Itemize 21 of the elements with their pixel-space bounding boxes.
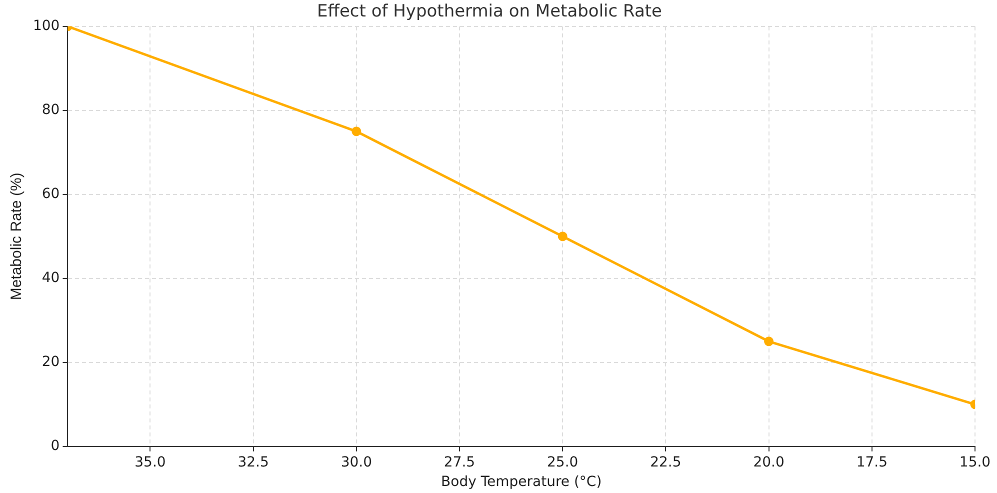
x-tick-label: 25.0 — [547, 454, 578, 470]
y-axis-title: Metabolic Rate (%) — [8, 172, 26, 300]
y-tick-label: 100 — [32, 18, 60, 34]
x-tick-label: 35.0 — [134, 454, 166, 470]
x-axis-title: Body Temperature (°C) — [441, 474, 602, 490]
x-tick-label: 15.0 — [959, 454, 991, 470]
x-tick-label: 20.0 — [753, 454, 784, 470]
y-tick-label: 40 — [42, 270, 60, 286]
x-tick-label: 17.5 — [856, 454, 888, 470]
y-tick-label: 60 — [42, 186, 60, 202]
chart-title: Effect of Hypothermia on Metabolic Rate — [316, 2, 662, 22]
point — [352, 126, 362, 136]
point — [764, 336, 774, 346]
x-tick-label: 30.0 — [340, 454, 372, 470]
y-tick-label: 20 — [42, 354, 60, 370]
x-tick-label: 27.5 — [444, 454, 476, 470]
point — [558, 232, 568, 242]
x-tick-label: 32.5 — [238, 454, 269, 470]
y-tick-label: 80 — [42, 102, 60, 118]
y-tick-label: 0 — [50, 438, 60, 454]
x-tick-label: 22.5 — [650, 454, 682, 470]
